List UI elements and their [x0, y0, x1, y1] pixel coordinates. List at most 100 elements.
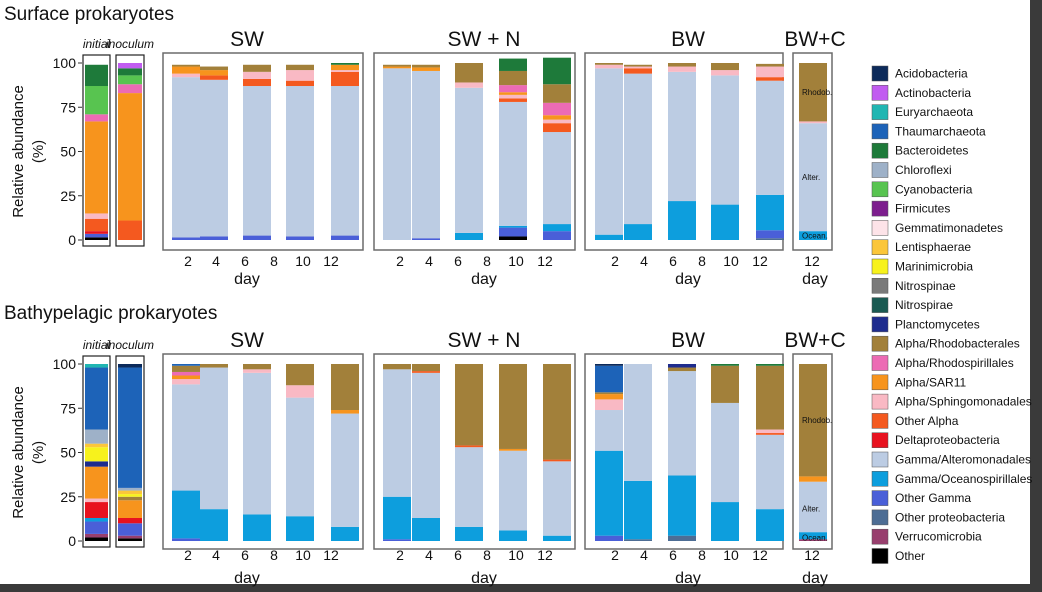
bar-segment-alpha-sphingomonadales: [286, 385, 314, 398]
x-tick-label: 2: [611, 253, 619, 269]
x-tick-label: 4: [640, 547, 648, 563]
bar-segment-thaumarchaeota: [172, 364, 200, 366]
reference-bar-label: initial: [83, 37, 111, 51]
bar-segment-alpha-rhodobacterales: [624, 64, 652, 67]
legend-item-gamma-oceanospirillales: Gamma/Oceanospirillales: [871, 471, 1032, 487]
stacked-bar-day-4: [412, 64, 440, 240]
bar-segment-alpha-rhodobacterales: [286, 364, 314, 386]
bar-segment-planctomycetes: [85, 461, 108, 467]
bar-segment-gamma-alteromonadales: [711, 402, 739, 503]
bar-segment-alpha-sar11: [543, 115, 571, 120]
stacked-bar-day-6: [455, 364, 483, 541]
bar-segment-alpha-rhodobacterales: [668, 63, 696, 67]
bar-segment-gamma-alteromonadales: [412, 70, 440, 239]
bar-segment-marinimicrobia: [85, 447, 108, 462]
legend-label: Gemmatimonadetes: [895, 221, 1003, 235]
x-tick-label: 12: [804, 547, 820, 563]
panel-frame: [792, 353, 833, 550]
legend: Acidobacteria Actinobacteria Euryarchaeota…: [871, 65, 1032, 564]
legend-swatch: [871, 239, 889, 255]
bar-segment-other-gamma: [286, 236, 314, 240]
bar-segment-other-alpha: [118, 220, 142, 240]
legend-swatch: [871, 181, 889, 198]
bar-segment-deltaproteobacteria: [85, 231, 108, 234]
x-tick-label: 2: [184, 253, 192, 269]
plot-layer: Surface prokaryotes Relative abundance (%)…: [4, 4, 846, 587]
legend-item-gemmatimonadetes: Gemmatimonadetes: [871, 220, 1003, 236]
bar-segment-alpha-sphingomonadales: [172, 379, 200, 385]
x-tick-label: 6: [241, 547, 249, 563]
bar-segment-gamma-oceanospirillales: [499, 530, 527, 541]
stacked-bar-day-8: [499, 364, 527, 541]
x-tick-label: 12: [752, 253, 768, 269]
y-axis-label: Relative abundance (%): [10, 386, 47, 519]
y-tick-label: 75: [60, 400, 76, 416]
chart-title: Surface prokaryotes: [4, 4, 174, 25]
stacked-bar-day-2: [383, 364, 411, 541]
bar-segment-bacteroidetes: [331, 63, 359, 65]
bar-segment-alpha-rhodobacterales: [331, 364, 359, 411]
legend-item-alpha-sphingomonadales: Alpha/Sphingomonadales: [871, 393, 1032, 410]
bar-segment-gamma-alteromonadales: [383, 369, 411, 497]
bar-segment-gamma-oceanospirillales: [383, 496, 411, 540]
bar-segment-chloroflexi: [85, 429, 108, 444]
x-tick-label: 8: [483, 253, 491, 269]
bar-segment-other-gamma: [331, 235, 359, 240]
legend-label: Alpha/SAR11: [895, 375, 966, 389]
bar-segment-other-gamma: [543, 231, 571, 240]
bar-segment-other-alpha: [756, 433, 784, 435]
bar-segment-marinimicrobia: [118, 494, 142, 497]
stacked-bar-day-8: [286, 64, 314, 240]
bar-segment-cyanobacteria: [85, 86, 108, 115]
stacked-bar-day-6: [668, 364, 696, 541]
bar-segment-gamma-alteromonadales: [668, 371, 696, 476]
bar-segment-alpha-sphingomonadales: [172, 73, 200, 78]
bar-segment-alpha-sphingomonadales: [85, 213, 108, 219]
x-tick-label: 4: [425, 253, 433, 269]
legend-item-other-proteobacteria: Other proteobacteria: [871, 509, 1005, 526]
bar-segment-other-gamma: [383, 539, 411, 541]
stacked-bar-day-10: [543, 57, 571, 240]
bar-segment-other-alpha: [624, 68, 652, 74]
bar-annotation: Rhodob.: [802, 416, 832, 425]
bar-segment-gamma-alteromonadales: [624, 364, 652, 481]
bar-segment-gamma-oceanospirillales: [711, 502, 739, 541]
stacked-bar-day-6: [455, 63, 483, 240]
bar-segment-alpha-sphingomonadales: [668, 66, 696, 72]
bar-segment-alpha-sphingomonadales: [455, 82, 483, 88]
bar-segment-gamma-alteromonadales: [331, 86, 359, 236]
legend-swatch: [871, 451, 889, 468]
bar-segment-gamma-alteromonadales: [243, 372, 271, 515]
stacked-bar-day-6: [243, 64, 271, 240]
panel-frame: [162, 353, 364, 550]
bar-segment-other-gamma: [172, 538, 200, 542]
bar-annotation: Ocean.: [802, 533, 828, 542]
bar-segment-gamma-oceanospirillales: [624, 480, 652, 540]
legend-label: Chloroflexi: [895, 163, 952, 177]
bar-segment-alpha-rhodobacterales: [543, 364, 571, 460]
x-tick-label: 2: [396, 547, 404, 563]
bar-segment-cyanobacteria: [118, 75, 142, 85]
stacked-bar-day-8: [711, 63, 739, 240]
bar-segment-other-gamma: [595, 535, 623, 541]
panel-label: SW + N: [448, 329, 521, 352]
bar-segment-gamma-oceanospirillales: [243, 514, 271, 541]
bar-segment-alpha-rhodobacterales: [543, 84, 571, 103]
bar-segment-alpha-sphingomonadales: [286, 70, 314, 81]
x-axis-label: day: [675, 271, 701, 288]
legend-item-alpha-rhodospirillales: Alpha/Rhodospirillales: [871, 355, 1014, 371]
bar-segment-thaumarchaeota: [85, 367, 108, 430]
x-tick-label: 4: [640, 253, 648, 269]
bar-segment-other: [85, 537, 108, 541]
bar-segment-gamma-oceanospirillales: [200, 509, 228, 541]
stacked-bar-day-8: [286, 364, 314, 541]
x-axis-label: day: [675, 570, 701, 587]
bar-segment-bacteroidetes: [543, 57, 571, 85]
bar-segment-gamma-alteromonadales: [624, 73, 652, 225]
panel-frame: [792, 52, 833, 251]
y-tick-label: 0: [68, 533, 76, 549]
x-tick-label: 4: [212, 253, 220, 269]
stacked-bar-day-4: [624, 64, 652, 240]
bar-segment-alpha-sphingomonadales: [85, 498, 108, 503]
legend-label: Gamma/Alteromonadales: [895, 453, 1031, 467]
